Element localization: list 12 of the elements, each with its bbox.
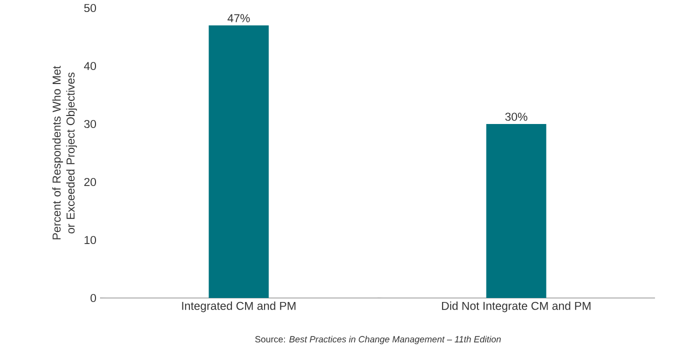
data-label: 30% (505, 112, 528, 121)
y-tick-label: 40 (84, 62, 96, 70)
y-tick-label: 30 (84, 120, 96, 128)
x-tick-label: Did Not Integrate CM and PM (442, 302, 590, 312)
source-note: Source: Best Practices in Change Management – 11th Edition (255, 336, 501, 344)
y-axis-title: Percent of Respondents Who Met or Exceeded Project Objectives (52, 66, 77, 240)
y-tick-label: 50 (84, 4, 96, 12)
data-label: 47% (228, 14, 250, 22)
x-tick-label: Integrated CM and PM (182, 302, 296, 312)
y-tick-label: 10 (84, 236, 96, 244)
y-tick-label: 20 (84, 178, 96, 186)
y-tick-label: 0 (90, 294, 96, 302)
